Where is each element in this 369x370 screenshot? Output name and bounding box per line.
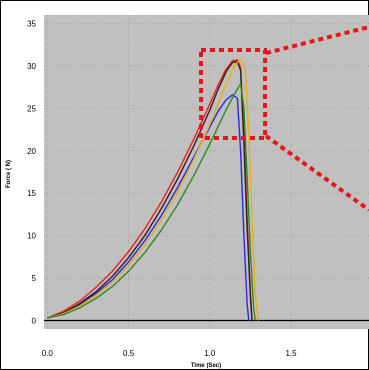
- zoom-annotation: [199, 25, 369, 212]
- grid-lines: [44, 15, 369, 329]
- y-tick-label: 5: [32, 274, 37, 283]
- series-line-1: [47, 94, 250, 321]
- y-tick-label: 15: [27, 189, 36, 198]
- y-tick-label: 0: [32, 317, 37, 326]
- y-tick-label: 10: [27, 232, 36, 241]
- plot-area: [44, 15, 369, 329]
- leader-line-bottom: [264, 134, 369, 212]
- x-tick-label: 0.5: [123, 349, 135, 358]
- series-line-4: [47, 58, 260, 321]
- y-axis-title: Force ( N): [6, 160, 12, 188]
- y-tick-label: 20: [27, 147, 36, 156]
- data-series: [47, 58, 260, 321]
- y-tick-label: 35: [27, 19, 36, 28]
- zoom-highlight-box: [199, 48, 267, 140]
- series-line-5: [47, 83, 256, 321]
- tick-labels: 0.0 0.5 1.0 1.5 0 5 10 15 20 25 30 35: [27, 19, 297, 358]
- y-tick-label: 30: [27, 62, 36, 71]
- x-tick-label: 1.0: [204, 349, 216, 358]
- y-tick-label: 25: [27, 104, 36, 113]
- x-axis-title: Time (Sec): [191, 363, 221, 369]
- x-tick-label: 0.0: [42, 349, 54, 358]
- x-tick-label: 1.5: [285, 349, 297, 358]
